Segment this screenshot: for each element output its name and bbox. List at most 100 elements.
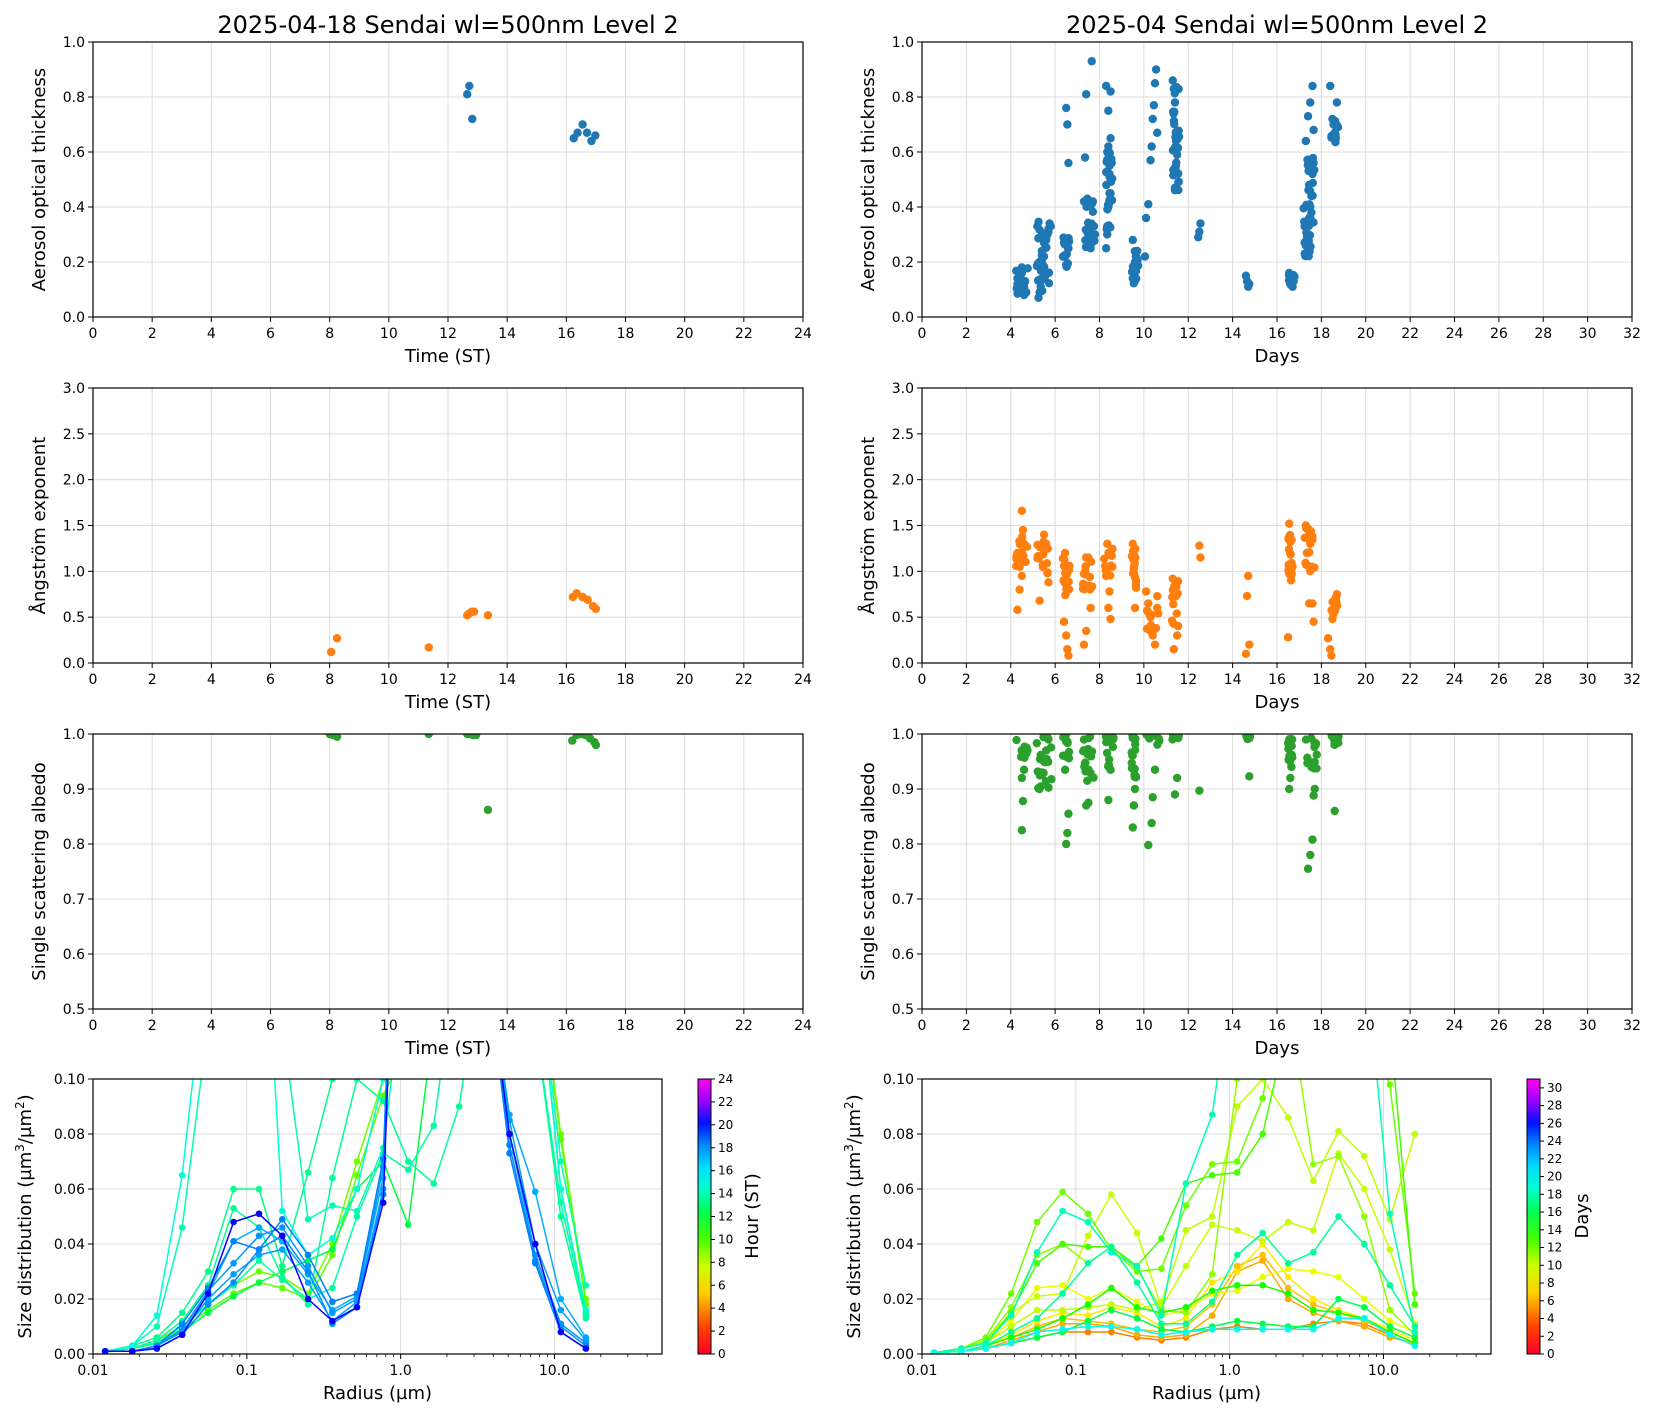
data-point (1083, 776, 1092, 785)
y-tick-label: 2.0 (892, 473, 914, 489)
data-point (255, 1210, 263, 1218)
data-point (930, 1349, 938, 1354)
colorbar-tick-label: 4 (1547, 1312, 1555, 1326)
data-point (1086, 233, 1095, 242)
data-point (1285, 663, 1292, 670)
data-point (1259, 1237, 1267, 1245)
data-point (1245, 772, 1254, 781)
x-tick-label: 0.1 (236, 1363, 258, 1379)
data-point (1245, 640, 1254, 649)
data-point (353, 1207, 361, 1215)
y-tick-label: 0.06 (883, 1182, 914, 1198)
data-point (557, 1306, 565, 1314)
data-point (1299, 204, 1308, 213)
data-point (1128, 823, 1137, 832)
data-point (1300, 249, 1309, 258)
data-point (481, 663, 488, 670)
data-point (1182, 1320, 1190, 1328)
data-point (1360, 1185, 1368, 1193)
data-point (1015, 562, 1024, 571)
data-point (1386, 1317, 1394, 1325)
data-point (1169, 599, 1178, 609)
data-point (591, 604, 601, 614)
data-point (353, 1079, 361, 1083)
y-axis-label: Size distribution (µm3/µm2) (13, 1094, 36, 1338)
data-point (178, 1309, 186, 1317)
data-point (1245, 279, 1254, 289)
data-point (1080, 762, 1089, 771)
data-point (1259, 1251, 1267, 1259)
data-point (354, 938, 361, 945)
data-point (481, 938, 488, 945)
data-point (557, 1328, 565, 1336)
data-point (1084, 1328, 1092, 1336)
data-point (153, 1312, 161, 1319)
data-point (178, 1171, 186, 1179)
data-point (1084, 1312, 1092, 1319)
y-tick-label: 0.10 (54, 1072, 85, 1088)
data-point (1168, 574, 1177, 583)
data-point (1151, 623, 1161, 633)
data-point (1064, 158, 1073, 168)
x-tick-label: 14 (498, 326, 516, 342)
monthly-ssa-frame (921, 733, 1633, 1010)
x-axis-label: Time (ST) (404, 1038, 491, 1059)
y-tick-label: 1.0 (892, 35, 914, 51)
x-tick-label: 10.0 (539, 1363, 570, 1379)
data-point (1042, 559, 1052, 568)
data-point (329, 1246, 336, 1253)
data-point (1233, 1325, 1241, 1333)
data-point (1084, 798, 1093, 807)
data-point (1233, 1251, 1241, 1259)
data-point (1208, 1221, 1216, 1229)
x-tick-label: 0 (89, 326, 98, 342)
data-point (1062, 631, 1071, 640)
data-point (531, 1259, 539, 1267)
data-point (1035, 596, 1044, 605)
data-point (1101, 244, 1111, 253)
data-point (1332, 738, 1342, 747)
data-point (1208, 1279, 1216, 1286)
data-point (1103, 539, 1112, 549)
data-point (430, 1122, 438, 1130)
data-point (1035, 784, 1044, 794)
data-point (1033, 1248, 1041, 1256)
data-point (1233, 1268, 1241, 1275)
data-point (1285, 993, 1292, 1000)
data-point (468, 114, 477, 124)
series-line (934, 1298, 1416, 1354)
data-point (1108, 544, 1117, 554)
data-point (1307, 562, 1316, 571)
data-point (430, 1180, 438, 1187)
data-point (1128, 539, 1137, 549)
data-point (1128, 235, 1137, 245)
data-point (456, 526, 463, 533)
data-point (1044, 227, 1053, 236)
data-point (1310, 1306, 1317, 1314)
x-axis-label: Days (1255, 692, 1300, 713)
x-tick-label: 12 (1179, 672, 1197, 688)
x-tick-label: 1.0 (390, 1363, 412, 1379)
data-point (255, 1232, 263, 1240)
series-line (934, 1151, 1416, 1354)
data-point (1301, 735, 1311, 744)
series-line (105, 1079, 587, 1353)
data-point (430, 1021, 437, 1028)
x-tick-label: 2 (148, 326, 157, 342)
data-point (1079, 569, 1089, 578)
data-point (557, 1295, 565, 1303)
data-point (1084, 1301, 1092, 1308)
data-point (456, 801, 463, 808)
x-tick-label: 2 (148, 672, 157, 688)
data-point (1195, 786, 1204, 795)
data-point (230, 1270, 237, 1278)
data-point (1063, 645, 1072, 654)
data-point (1309, 158, 1318, 168)
x-tick-label: 0.01 (77, 1363, 108, 1379)
data-point (1308, 81, 1317, 91)
data-point (455, 1103, 463, 1110)
x-tick-label: 4 (207, 1018, 216, 1034)
data-point (1411, 1334, 1419, 1341)
data-point (1335, 1127, 1342, 1135)
